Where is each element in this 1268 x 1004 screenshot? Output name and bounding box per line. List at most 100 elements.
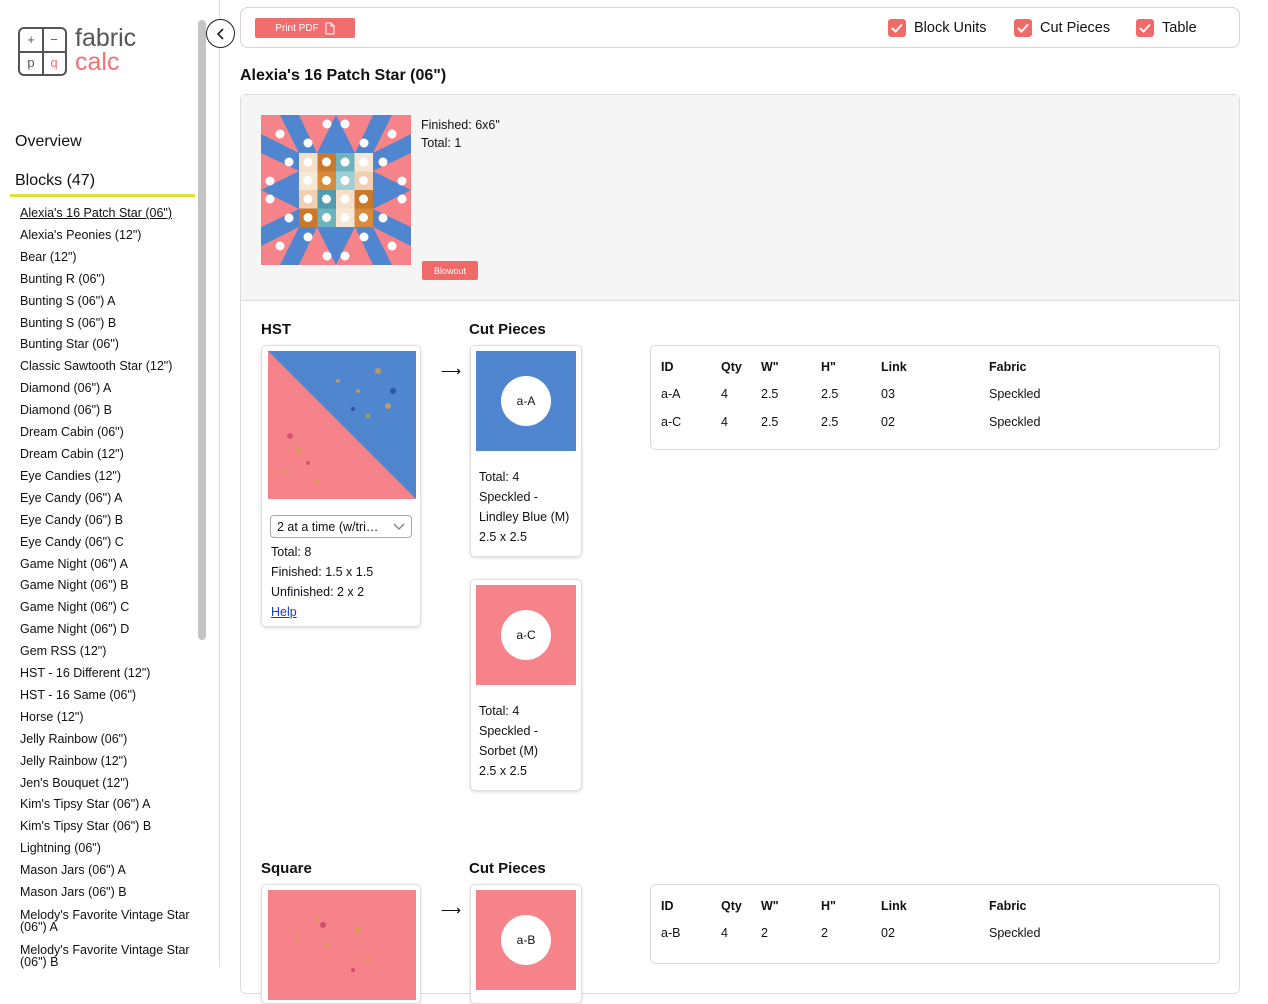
cut-piece-card: a-A Total: 4 Speckled - Lindley Blue (M)… [470, 345, 582, 557]
block-finished-info: Finished: 6x6" Total: 1 [421, 116, 500, 152]
sidebar-block-item[interactable]: Dream Cabin (12") [20, 446, 124, 461]
cell-id: a-C [661, 415, 682, 429]
cell-qty: 4 [721, 926, 728, 940]
sidebar-block-item[interactable]: Mason Jars (06") B [20, 885, 127, 900]
sidebar-block-item[interactable]: HST - 16 Different (12") [20, 666, 151, 681]
piece-swatch[interactable]: a-C [476, 585, 576, 685]
sidebar-block-item[interactable]: Jelly Rainbow (06") [20, 731, 128, 746]
piece-swatch[interactable]: a-A [476, 351, 576, 451]
checkmark-icon [1136, 19, 1154, 37]
help-link[interactable]: Help [271, 605, 297, 619]
col-link: Link [881, 359, 907, 374]
checkmark-icon [888, 19, 906, 37]
sidebar-block-item[interactable]: Kim's Tipsy Star (06") A [20, 797, 151, 812]
table-row: a-A 4 2.5 2.5 03 Speckled [661, 380, 1089, 408]
col-link: Link [881, 898, 907, 913]
cell-w: 2.5 [761, 387, 779, 401]
cell-h: 2.5 [821, 387, 839, 401]
sidebar-block-item[interactable]: Bunting S (06") B [20, 315, 117, 330]
sidebar-block-item[interactable]: HST - 16 Same (06") [20, 687, 137, 702]
checkbox-cut-pieces[interactable]: Cut Pieces [1014, 19, 1110, 37]
col-fabric: Fabric [989, 898, 1027, 913]
sidebar-block-item[interactable]: Jelly Rainbow (12") [20, 753, 128, 768]
col-id: ID [661, 898, 674, 913]
cell-link: 02 [881, 926, 895, 940]
arrow-right-icon: ⟶ [441, 363, 462, 379]
checkbox-label: Table [1162, 20, 1197, 36]
col-fabric: Fabric [989, 359, 1027, 374]
sidebar-block-item[interactable]: Eye Candies (12") [20, 468, 122, 483]
piece-fabric: Speckled - [479, 490, 539, 504]
sidebar-block-item[interactable]: Melody's Favorite Vintage Star (06") A [20, 908, 190, 934]
sidebar-block-item[interactable]: Bunting S (06") A [20, 293, 116, 308]
unit-finished: Finished: 1.5 x 1.5 [271, 565, 374, 579]
print-pdf-button[interactable]: Print PDF [255, 18, 355, 38]
sidebar-block-item[interactable]: Classic Sawtooth Star (12") [20, 359, 173, 374]
sidebar-block-item[interactable]: Game Night (06") C [20, 600, 130, 615]
cell-fabric: Speckled [989, 415, 1041, 429]
pdf-file-icon [325, 22, 335, 34]
block-total: Total: 1 [421, 136, 462, 150]
piece-id: a-A [501, 376, 551, 426]
checkbox-label: Cut Pieces [1040, 20, 1111, 36]
sidebar-block-item[interactable]: Mason Jars (06") A [20, 863, 126, 878]
sidebar-block-item[interactable]: Melody's Favorite Vintage Star (06") B [20, 943, 190, 969]
unit-title-hst: HST [261, 321, 291, 338]
cell-link: 03 [881, 387, 895, 401]
sidebar-block-item[interactable]: Diamond (06") A [20, 381, 112, 396]
sidebar-block-item[interactable]: Eye Candy (06") A [20, 490, 123, 505]
sidebar-block-item[interactable]: Dream Cabin (06") [20, 425, 124, 440]
cut-piece-card: a-B [470, 884, 582, 1004]
cell-qty: 4 [721, 387, 728, 401]
sidebar-block-item[interactable]: Lightning (06") [20, 841, 101, 856]
checkbox-block-units[interactable]: Block Units [888, 19, 987, 37]
table-row: a-B 4 2 2 02 Speckled [661, 919, 1089, 947]
sidebar-block-item[interactable]: Jen's Bouquet (12") [20, 775, 129, 790]
col-w: W" [761, 359, 779, 374]
sidebar-block-item[interactable]: Gem RSS (12") [20, 644, 107, 659]
unit-title-square: Square [261, 860, 312, 877]
collapse-sidebar-button[interactable] [206, 19, 235, 48]
cut-table: ID Qty W" H" Link Fabric a-B 4 2 2 02 Sp… [650, 884, 1220, 964]
piece-total: Total: 4 [479, 470, 520, 484]
sidebar-scrollbar[interactable] [198, 20, 206, 640]
col-qty: Qty [721, 359, 742, 374]
sidebar-block-item[interactable]: Diamond (06") B [20, 403, 112, 418]
sidebar-block-item[interactable]: Horse (12") [20, 709, 84, 724]
logo-text: fabric calc [75, 24, 137, 76]
sidebar-block-item[interactable]: Eye Candy (06") B [20, 512, 124, 527]
sidebar-block-item[interactable]: Game Night (06") B [20, 578, 129, 593]
toolbar: Print PDF Block Units Cut Pieces Table [240, 7, 1240, 48]
sidebar-block-item[interactable]: Bunting R (06") [20, 271, 106, 286]
piece-swatch[interactable]: a-B [476, 890, 576, 990]
square-unit-card [261, 884, 421, 1004]
cell-link: 02 [881, 415, 895, 429]
app-logo[interactable]: + − p q fabric calc [18, 24, 158, 77]
piece-size: 2.5 x 2.5 [479, 530, 527, 544]
sidebar-block-item[interactable]: Game Night (06") A [20, 556, 128, 571]
checkmark-icon [1014, 19, 1032, 37]
chevron-down-icon [393, 522, 405, 530]
sidebar-block-item[interactable]: Bunting Star (06") [20, 337, 119, 352]
checkbox-table[interactable]: Table [1136, 19, 1197, 37]
square-fabric-image [268, 890, 416, 1000]
sidebar-block-item[interactable]: Bear (12") [20, 249, 77, 264]
arrow-right-icon: ⟶ [441, 902, 462, 918]
nav-blocks[interactable]: Blocks (47) [15, 172, 96, 189]
nav-overview[interactable]: Overview [15, 133, 82, 150]
sidebar-block-item[interactable]: Kim's Tipsy Star (06") B [20, 819, 152, 834]
logo-grid-icon: + − p q [18, 27, 67, 76]
sidebar-divider [219, 0, 220, 967]
sidebar-block-item[interactable]: Eye Candy (06") C [20, 534, 124, 549]
method-select[interactable]: 2 at a time (w/tri… [270, 515, 412, 538]
method-select-value: 2 at a time (w/tri… [277, 519, 379, 534]
block-preview-image[interactable] [261, 115, 411, 265]
sidebar-block-item[interactable]: Game Night (06") D [20, 622, 130, 637]
hst-unit-card: 2 at a time (w/tri… Total: 8 Finished: 1… [261, 345, 421, 627]
piece-size: 2.5 x 2.5 [479, 764, 527, 778]
blowout-button[interactable]: Blowout [422, 261, 478, 280]
sidebar-block-item[interactable]: Alexia's 16 Patch Star (06") [20, 206, 173, 220]
piece-fabric: Speckled - [479, 724, 539, 738]
cell-h: 2 [821, 926, 828, 940]
sidebar-block-item[interactable]: Alexia's Peonies (12") [20, 227, 142, 242]
